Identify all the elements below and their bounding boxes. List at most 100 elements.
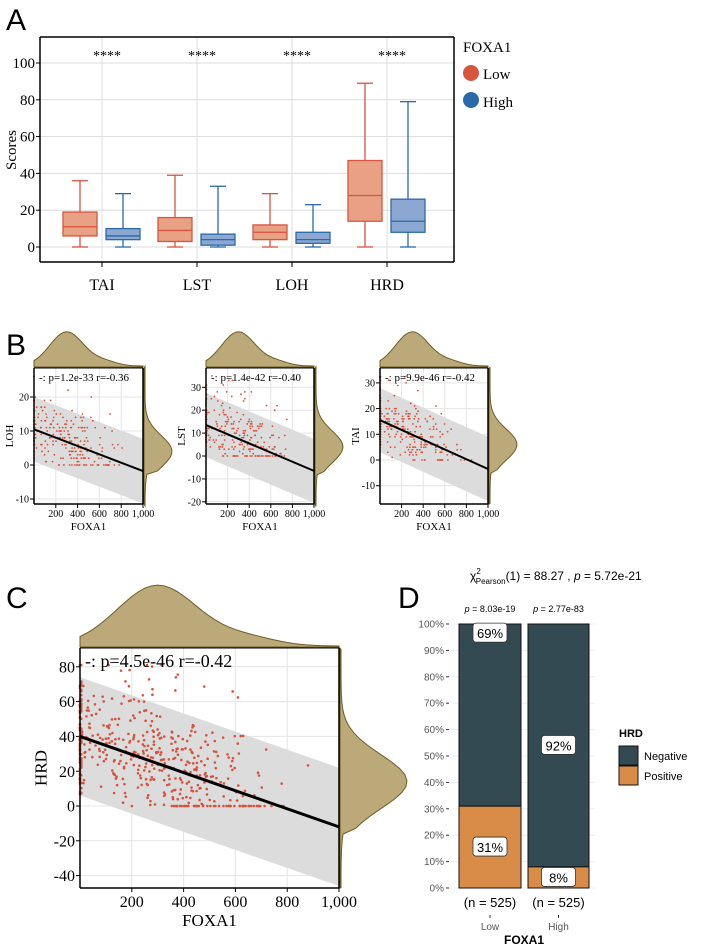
data-point — [238, 434, 241, 437]
data-point — [127, 684, 131, 688]
title-part-sup: 2 — [476, 567, 481, 576]
data-point — [225, 804, 228, 808]
data-point — [110, 739, 114, 743]
data-point — [413, 405, 416, 407]
marginal-density-x — [205, 331, 315, 368]
data-point — [59, 430, 62, 432]
data-point — [85, 436, 88, 439]
x-tick-label: 800 — [285, 509, 300, 520]
data-point — [238, 420, 241, 423]
data-point — [82, 778, 86, 782]
legend-swatch-high — [463, 92, 479, 108]
data-point — [150, 775, 154, 779]
box — [62, 211, 98, 237]
data-point — [242, 436, 245, 439]
data-point — [45, 426, 48, 429]
p-symbol: p — [464, 604, 470, 614]
data-point — [102, 464, 105, 466]
data-point — [142, 769, 146, 772]
data-point — [203, 773, 207, 776]
data-point — [399, 453, 402, 456]
y-tick-label: 20% — [424, 831, 444, 842]
data-point — [206, 411, 209, 414]
data-point — [395, 407, 398, 410]
data-point — [83, 443, 85, 446]
data-point — [386, 417, 389, 420]
data-point — [199, 760, 203, 763]
data-point — [222, 384, 225, 386]
data-point — [67, 389, 70, 392]
data-point — [143, 744, 146, 748]
data-point — [409, 402, 412, 405]
data-point — [273, 409, 276, 412]
y-tick-label: 40 — [20, 166, 35, 182]
x-tick-label: 800 — [459, 509, 474, 520]
correlation-annotation: -: p=9.9e-46 r=-0.42 — [385, 372, 475, 384]
data-point — [416, 389, 419, 392]
data-point — [68, 440, 71, 443]
data-point — [69, 453, 72, 456]
data-point — [64, 447, 67, 449]
title-part-rest: (1) = 88.27 , — [506, 569, 574, 583]
data-point — [249, 448, 251, 451]
data-point — [111, 731, 114, 735]
data-point — [151, 729, 155, 732]
data-point — [409, 435, 411, 438]
data-point — [226, 420, 228, 423]
data-point — [412, 459, 414, 461]
data-point — [171, 737, 175, 740]
data-point — [96, 763, 100, 767]
y-tick-label: 40% — [424, 778, 444, 789]
data-point — [230, 416, 232, 418]
data-point — [149, 756, 153, 759]
data-point — [84, 464, 86, 466]
data-point — [432, 425, 435, 428]
data-point — [120, 702, 123, 705]
bar-negative-low — [458, 623, 522, 807]
data-point — [56, 423, 59, 426]
data-point — [98, 747, 101, 751]
data-point — [43, 399, 46, 402]
data-point — [439, 435, 442, 438]
data-point — [90, 713, 94, 717]
data-point — [285, 418, 288, 421]
y-tick-label: 10 — [19, 427, 29, 438]
category-p-value: p = 8.03e-19 — [464, 604, 516, 614]
data-point — [123, 782, 126, 786]
data-point — [429, 435, 432, 438]
data-point — [44, 419, 47, 422]
data-point — [409, 412, 411, 415]
data-point — [185, 739, 189, 743]
data-point — [65, 423, 68, 426]
data-point — [240, 436, 243, 439]
data-point — [152, 743, 156, 746]
data-point — [443, 423, 446, 425]
data-point — [218, 448, 221, 451]
data-point — [238, 804, 242, 808]
data-point — [162, 794, 166, 798]
data-point — [387, 399, 390, 402]
data-point — [235, 432, 238, 434]
data-point — [387, 433, 390, 436]
data-point — [88, 741, 92, 745]
data-point — [236, 696, 240, 699]
data-point — [204, 740, 207, 743]
panel-a-boxplot: 0 20 40 60 80 100 TAI **** LST **** LOH **** HRD ****… — [4, 36, 514, 294]
data-point — [421, 435, 424, 438]
data-point — [213, 409, 216, 412]
data-point — [113, 717, 117, 721]
data-point — [200, 802, 204, 806]
data-point — [271, 455, 274, 457]
data-point — [270, 434, 273, 437]
data-point — [155, 714, 159, 718]
data-point — [180, 781, 184, 784]
data-point — [222, 795, 225, 798]
data-point — [64, 426, 67, 429]
marginal-density-y — [143, 364, 173, 508]
x-tick-label: LOH — [276, 277, 309, 294]
data-point — [401, 417, 404, 420]
data-point — [257, 427, 260, 430]
x-tick-label: 200 — [394, 509, 409, 520]
legend-title: HRD — [619, 728, 643, 740]
